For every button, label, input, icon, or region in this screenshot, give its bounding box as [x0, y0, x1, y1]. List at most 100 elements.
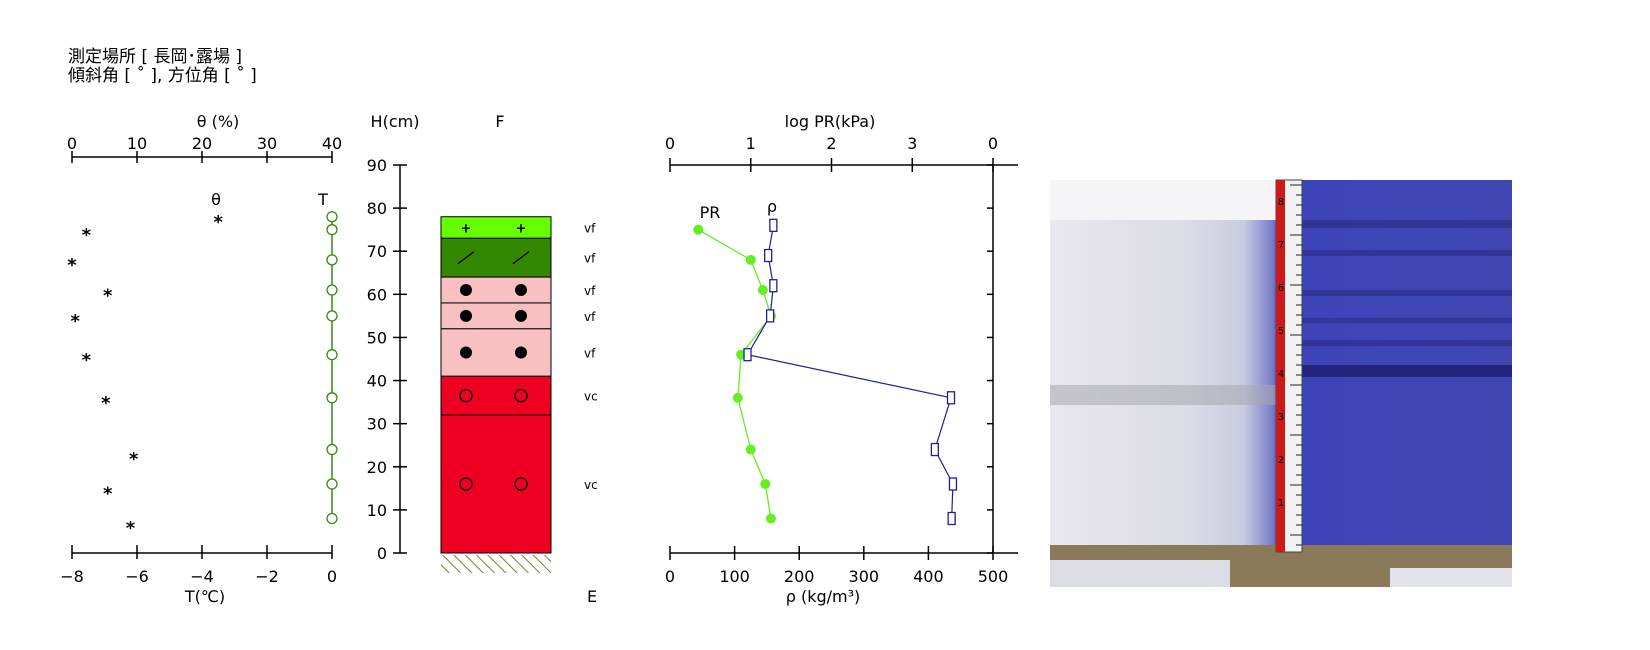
rounded-grain-symbol [515, 309, 527, 322]
density-point [769, 218, 778, 233]
density-point [743, 348, 752, 362]
pr-series-label: PR [700, 203, 721, 222]
theta-point: * [101, 393, 111, 414]
theta-tick-label: 30 [257, 134, 277, 153]
height-tick-label: 70 [367, 242, 387, 261]
snow-layer [440, 375, 552, 416]
temperature-point [326, 349, 338, 361]
height-tick-label: 90 [367, 156, 387, 175]
temperature-tick-label: −4 [190, 567, 214, 586]
temperature-point [326, 443, 338, 456]
temperature-series-label: T [317, 190, 328, 209]
density-point [947, 511, 956, 526]
height-axis-label: H(cm) [371, 112, 420, 131]
density-point [764, 248, 773, 263]
snow-pit-photo: 8 7 6 5 4 3 2 1 [1050, 179, 1512, 587]
pr-tick-label: 0 [665, 134, 675, 153]
snow-layer [440, 414, 552, 554]
temperature-axis-label: T(℃) [184, 587, 225, 606]
ruler-mark: 7 [1278, 240, 1284, 251]
new-snow-symbol: + [461, 222, 472, 237]
theta-point: * [71, 311, 81, 332]
height-tick-label: 10 [367, 501, 387, 520]
height-tick-label: 50 [367, 328, 387, 347]
height-tick-label: 80 [367, 199, 387, 218]
new-snow-symbol: + [516, 222, 527, 237]
fragmented-symbol [512, 251, 530, 265]
pr-point [765, 513, 776, 524]
header-line2: 傾斜角 [ ˚ ], 方位角 [ ˚ ] [68, 65, 257, 86]
grain-size-label: vf [584, 284, 596, 298]
theta-point: * [67, 255, 77, 276]
theta-tick-label: 40 [322, 134, 342, 153]
theta-point: * [82, 350, 92, 371]
density-point [765, 309, 775, 323]
rounded-grain-symbol [515, 346, 527, 359]
pr-point [760, 479, 771, 490]
rounded-grain-symbol [515, 284, 527, 297]
height-tick-label: 0 [377, 544, 387, 563]
rounded-grain-symbol [460, 309, 472, 322]
rounded-grain-symbol [460, 284, 472, 297]
grain-size-label: vf [584, 347, 596, 361]
ruler-mark: 8 [1278, 197, 1284, 208]
depth-hoar-symbol [459, 388, 473, 403]
density-tick-label: 0 [665, 567, 675, 586]
grain-size-label: vf [584, 222, 596, 236]
grain-size-label: vc [584, 390, 598, 404]
temperature-point [326, 478, 338, 490]
depth-hoar-symbol [459, 477, 473, 491]
theta-series-label: θ [211, 190, 221, 209]
temperature-point [326, 224, 338, 236]
density-point [769, 279, 778, 293]
theta-point: * [82, 225, 92, 246]
theta-point: * [129, 449, 139, 470]
density-point [948, 477, 958, 491]
temperature-tick-label: −8 [60, 567, 84, 586]
theta-temperature-panel: θ (%) 0 10 20 30 40 −8 −6 −4 −2 0 T(℃) θ T *****… [60, 112, 342, 606]
height-axis: H(cm) 0 10 20 30 40 50 60 70 80 90 [367, 112, 420, 563]
temperature-point [326, 254, 338, 266]
pr-tick-label: 0 [988, 134, 998, 153]
pr-tick-label: 1 [746, 134, 756, 153]
density-point [946, 391, 956, 405]
theta-point: * [126, 518, 136, 539]
density-axis-label: ρ (kg/m³) [786, 587, 861, 606]
theta-point: * [214, 212, 224, 233]
density-tick-label: 500 [978, 567, 1009, 586]
pr-axis-label: log PR(kPa) [785, 112, 876, 131]
density-point [930, 442, 940, 457]
pr-tick-label: 2 [826, 134, 836, 153]
ruler-mark: 6 [1278, 283, 1284, 294]
layer-footer: E [587, 587, 597, 606]
theta-axis-label: θ (%) [197, 112, 240, 131]
temperature-point [326, 284, 338, 296]
height-tick-label: 30 [367, 415, 387, 434]
theta-tick-label: 20 [192, 134, 212, 153]
theta-point: * [103, 285, 113, 306]
depth-hoar-symbol [514, 388, 528, 403]
temperature-tick-label: −6 [125, 567, 149, 586]
pr-point [757, 285, 768, 296]
ground-hatch [441, 555, 551, 573]
pr-point [693, 224, 704, 235]
snow-layer [440, 237, 552, 278]
height-tick-label: 60 [367, 285, 387, 304]
density-tick-label: 200 [784, 567, 815, 586]
pr-line [697, 229, 772, 519]
theta-axis: 0 10 20 30 40 [67, 134, 342, 163]
temperature-tick-label: 0 [327, 567, 337, 586]
fragmented-symbol [457, 251, 475, 265]
temperature-tick-label: −2 [255, 567, 279, 586]
snow-layer [440, 276, 552, 304]
density-tick-label: 300 [849, 567, 880, 586]
header-line1: 測定場所 [ 長岡･露場 ] [68, 47, 242, 67]
pr-point [745, 254, 756, 265]
grain-size-label: vf [584, 310, 596, 324]
pr-density-panel: log PR(kPa) ρ (kg/m³) PR ρ 0 1 2 3 00 100 200 3… [665, 112, 1018, 606]
ruler-mark: 2 [1278, 455, 1284, 466]
density-tick-label: 100 [719, 567, 750, 586]
pr-point [745, 444, 756, 455]
